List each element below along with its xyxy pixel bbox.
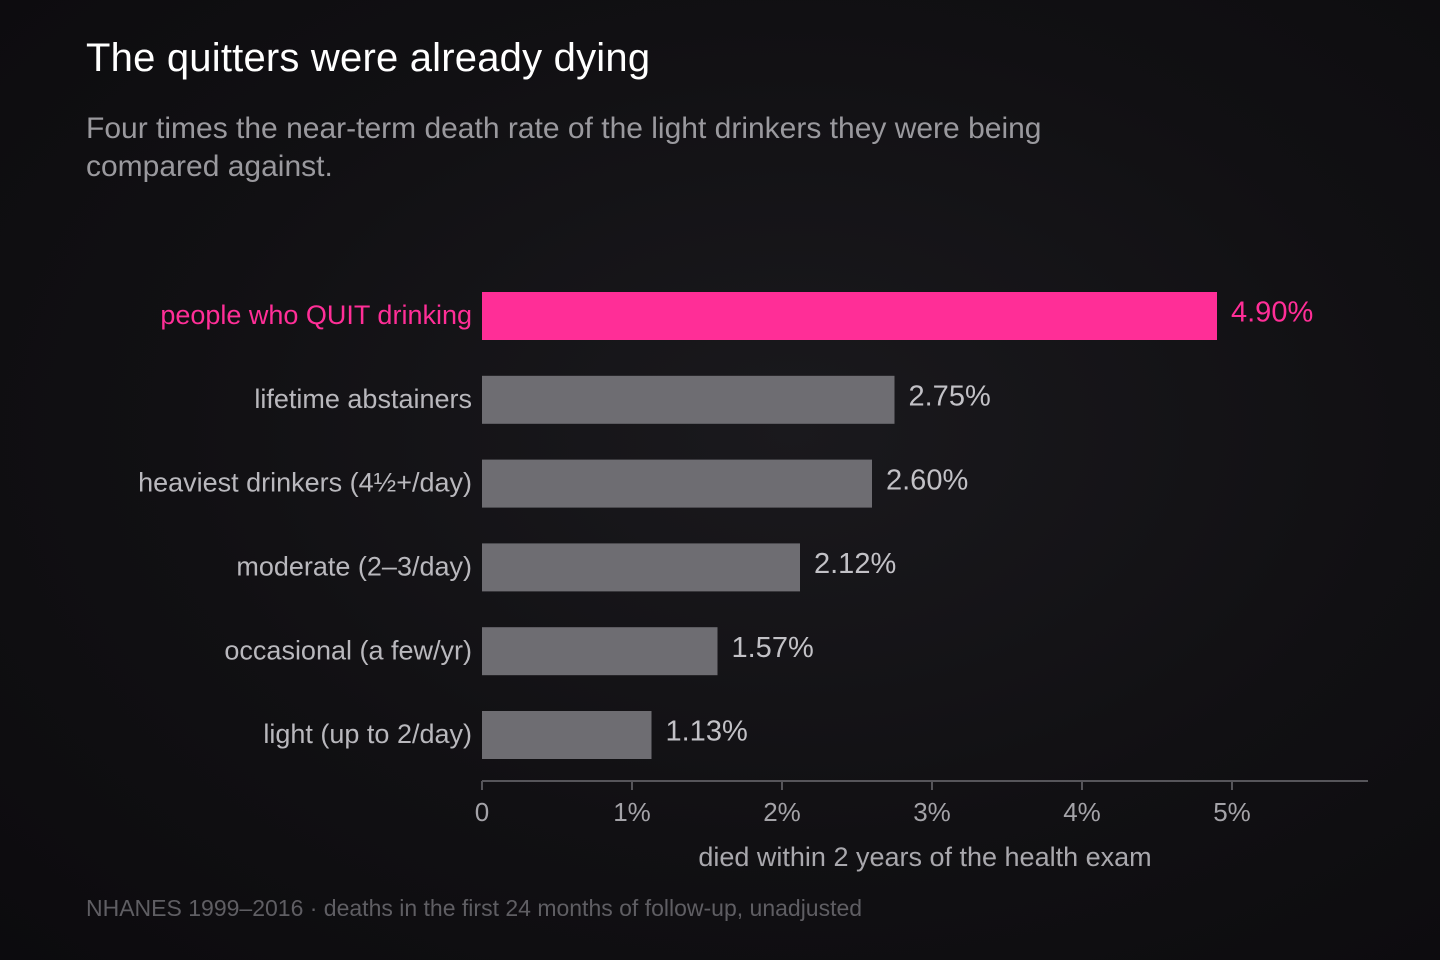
chart-subtitle: Four times the near-term death rate of t…: [86, 112, 1042, 183]
value-label: 2.75%: [909, 380, 991, 412]
bar: [482, 711, 652, 759]
value-label: 4.90%: [1231, 297, 1313, 329]
value-label: 1.13%: [666, 716, 748, 748]
category-label: moderate (2–3/day): [236, 552, 472, 582]
category-label: occasional (a few/yr): [224, 635, 472, 665]
category-label: people who QUIT drinking: [160, 300, 472, 330]
x-tick-label: 0: [475, 797, 489, 827]
bar: [482, 627, 718, 676]
value-label: 1.57%: [732, 632, 814, 664]
x-tick-label: 4%: [1063, 797, 1101, 827]
bar: [482, 459, 872, 508]
chart-title: The quitters were already dying: [86, 36, 651, 80]
x-axis: 0 1% 2% 3% 4% 5% died within 2 years of the he…: [475, 780, 1368, 872]
x-tick-label: 3%: [913, 797, 951, 827]
bars-group: people who QUIT drinking 4.90% lifetime ab…: [138, 292, 1313, 759]
x-tick-label: 5%: [1213, 797, 1251, 827]
category-label: heaviest drinkers (4½+/day): [138, 468, 472, 498]
bar: [482, 543, 800, 592]
x-tick-label: 1%: [613, 797, 651, 827]
category-label: lifetime abstainers: [254, 384, 472, 414]
bar: [482, 292, 1217, 340]
bar: [482, 375, 895, 424]
x-axis-title: died within 2 years of the health exam: [698, 842, 1151, 872]
source-note: NHANES 1999–2016 · deaths in the first 2…: [86, 895, 863, 921]
value-label: 2.60%: [886, 464, 968, 496]
value-label: 2.12%: [814, 548, 896, 580]
x-tick-label: 2%: [763, 797, 801, 827]
category-label: light (up to 2/day): [263, 719, 472, 749]
